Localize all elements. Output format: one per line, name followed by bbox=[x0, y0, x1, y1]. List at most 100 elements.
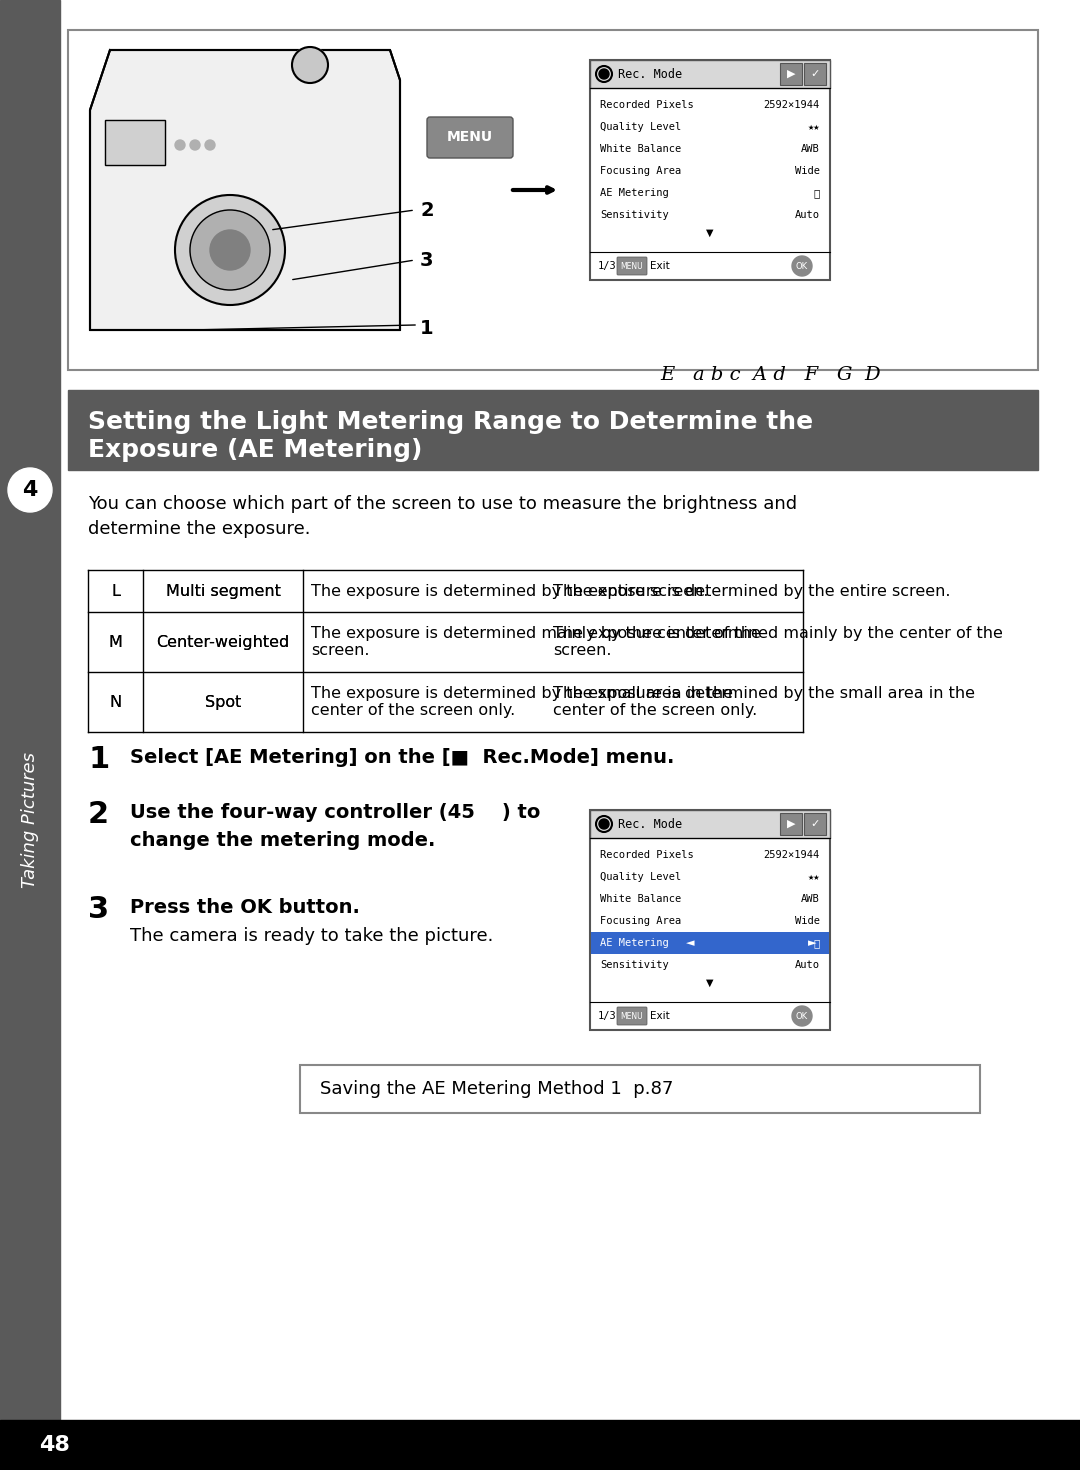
Text: White Balance: White Balance bbox=[600, 144, 681, 154]
Text: OK: OK bbox=[796, 262, 808, 270]
Text: ✓: ✓ bbox=[810, 819, 820, 829]
Text: ◄: ◄ bbox=[686, 938, 694, 948]
Bar bbox=[590, 810, 831, 838]
Text: M: M bbox=[109, 635, 122, 650]
Text: 1/3: 1/3 bbox=[598, 262, 617, 270]
Text: The exposure is determined by the small area in the
center of the screen only.: The exposure is determined by the small … bbox=[553, 686, 975, 719]
Text: Ⓢ: Ⓢ bbox=[813, 188, 820, 198]
Text: Focusing Area: Focusing Area bbox=[600, 916, 681, 926]
Text: The exposure is determined mainly by the center of the
screen.: The exposure is determined mainly by the… bbox=[311, 626, 761, 659]
Text: You can choose which part of the screen to use to measure the brightness and
det: You can choose which part of the screen … bbox=[87, 495, 797, 538]
Text: MENU: MENU bbox=[621, 262, 644, 270]
Text: 4: 4 bbox=[23, 481, 38, 500]
Text: Center-weighted: Center-weighted bbox=[157, 635, 289, 650]
Circle shape bbox=[205, 140, 215, 150]
Text: The exposure is determined by the small area in the
center of the screen only.: The exposure is determined by the small … bbox=[311, 686, 733, 719]
Bar bbox=[590, 60, 831, 88]
Text: ►: ► bbox=[808, 938, 816, 948]
Circle shape bbox=[599, 69, 609, 79]
Text: Press the OK button.: Press the OK button. bbox=[130, 898, 360, 917]
Text: The camera is ready to take the picture.: The camera is ready to take the picture. bbox=[130, 928, 494, 945]
Text: L: L bbox=[111, 584, 120, 598]
Circle shape bbox=[8, 467, 52, 512]
Text: Center-weighted: Center-weighted bbox=[157, 635, 289, 650]
Text: Multi segment: Multi segment bbox=[165, 584, 281, 598]
Text: Auto: Auto bbox=[795, 210, 820, 220]
Text: The exposure is determined mainly by the center of the
screen.: The exposure is determined mainly by the… bbox=[553, 626, 1003, 659]
Text: Saving the AE Metering Method 1  p.87: Saving the AE Metering Method 1 p.87 bbox=[320, 1080, 673, 1098]
FancyBboxPatch shape bbox=[427, 118, 513, 157]
Circle shape bbox=[792, 1005, 812, 1026]
Text: ▼: ▼ bbox=[706, 978, 714, 988]
Text: 3: 3 bbox=[420, 250, 433, 269]
Text: Spot: Spot bbox=[205, 694, 241, 710]
FancyBboxPatch shape bbox=[617, 257, 647, 275]
Bar bbox=[105, 121, 165, 165]
Bar bbox=[300, 1064, 980, 1113]
Circle shape bbox=[190, 140, 200, 150]
Text: 3: 3 bbox=[87, 895, 109, 925]
Bar bbox=[590, 60, 831, 279]
Text: Auto: Auto bbox=[795, 960, 820, 970]
Text: Wide: Wide bbox=[795, 166, 820, 176]
Text: ★★: ★★ bbox=[808, 872, 820, 882]
Bar bbox=[804, 813, 826, 835]
Polygon shape bbox=[90, 50, 400, 329]
Text: Quality Level: Quality Level bbox=[600, 872, 681, 882]
Text: The exposure is determined by the entire screen.: The exposure is determined by the entire… bbox=[553, 584, 950, 598]
Text: Rec. Mode: Rec. Mode bbox=[618, 817, 683, 831]
Text: N: N bbox=[109, 694, 122, 710]
Text: Quality Level: Quality Level bbox=[600, 122, 681, 132]
Circle shape bbox=[175, 196, 285, 304]
Text: Taking Pictures: Taking Pictures bbox=[21, 753, 39, 888]
Text: ★★: ★★ bbox=[808, 122, 820, 132]
Text: Multi segment: Multi segment bbox=[165, 584, 281, 598]
Circle shape bbox=[792, 256, 812, 276]
Text: 1: 1 bbox=[420, 319, 434, 338]
Text: MENU: MENU bbox=[447, 129, 494, 144]
Circle shape bbox=[190, 210, 270, 290]
Text: 2: 2 bbox=[87, 800, 109, 829]
Text: Exit: Exit bbox=[650, 262, 670, 270]
Text: 2592×1944: 2592×1944 bbox=[764, 850, 820, 860]
Text: Rec. Mode: Rec. Mode bbox=[618, 68, 683, 81]
Text: AE Metering: AE Metering bbox=[600, 938, 669, 948]
FancyBboxPatch shape bbox=[68, 29, 1038, 370]
Text: White Balance: White Balance bbox=[600, 894, 681, 904]
Text: Recorded Pixels: Recorded Pixels bbox=[600, 850, 693, 860]
Text: OK: OK bbox=[796, 1011, 808, 1020]
Text: AWB: AWB bbox=[801, 144, 820, 154]
Text: Exit: Exit bbox=[650, 1011, 670, 1022]
Text: Spot: Spot bbox=[205, 694, 241, 710]
Text: Setting the Light Metering Range to Determine the: Setting the Light Metering Range to Dete… bbox=[87, 410, 813, 434]
Text: 1: 1 bbox=[87, 745, 109, 775]
Text: Sensitivity: Sensitivity bbox=[600, 210, 669, 220]
Text: The exposure is determined by the entire screen.: The exposure is determined by the entire… bbox=[311, 584, 708, 598]
Text: Select [AE Metering] on the [■  Rec.Mode] menu.: Select [AE Metering] on the [■ Rec.Mode]… bbox=[130, 748, 674, 767]
Circle shape bbox=[599, 819, 609, 829]
Text: N: N bbox=[109, 694, 122, 710]
Text: MENU: MENU bbox=[621, 1011, 644, 1020]
Bar bbox=[591, 932, 829, 954]
Text: AE Metering: AE Metering bbox=[600, 188, 669, 198]
Text: ▼: ▼ bbox=[706, 228, 714, 238]
Bar bbox=[590, 810, 831, 1030]
Text: 1/3: 1/3 bbox=[598, 1011, 617, 1022]
Bar bbox=[780, 813, 802, 835]
Text: M: M bbox=[109, 635, 122, 650]
Bar bbox=[0, 1420, 1080, 1470]
Circle shape bbox=[292, 47, 328, 82]
Text: 2: 2 bbox=[420, 200, 434, 219]
Bar bbox=[780, 63, 802, 85]
Text: 2592×1944: 2592×1944 bbox=[764, 100, 820, 110]
Circle shape bbox=[210, 229, 249, 270]
Text: Sensitivity: Sensitivity bbox=[600, 960, 669, 970]
Text: Recorded Pixels: Recorded Pixels bbox=[600, 100, 693, 110]
Text: ▶: ▶ bbox=[786, 819, 795, 829]
Circle shape bbox=[175, 140, 185, 150]
Bar bbox=[68, 390, 1038, 470]
FancyBboxPatch shape bbox=[617, 1007, 647, 1025]
Text: 48: 48 bbox=[40, 1435, 70, 1455]
Bar bbox=[0, 0, 60, 1470]
Text: E   a b c  A d   F   G  D: E a b c A d F G D bbox=[660, 366, 880, 384]
